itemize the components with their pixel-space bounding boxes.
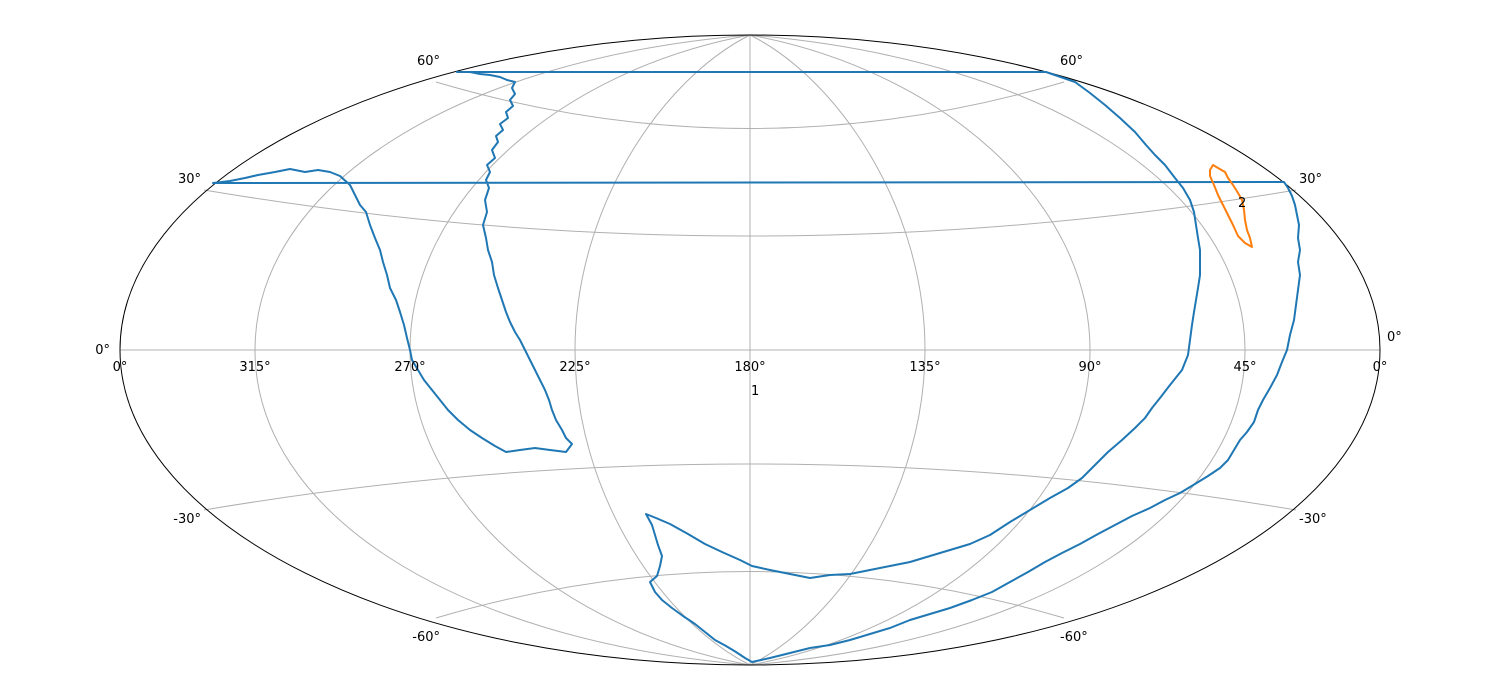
latitude-label-left-60: 60° <box>417 54 440 69</box>
latitude-label-left-minus30: -30° <box>173 512 201 527</box>
region-2-outline <box>1209 164 1253 248</box>
longitude-label-right-edge: 0° <box>1373 360 1388 375</box>
meridian-315 <box>254 34 751 666</box>
longitude-label-315: 315° <box>239 360 270 375</box>
latitude-label-right-0: 0° <box>1387 330 1402 345</box>
region-1-outline <box>212 71 1301 663</box>
longitude-label-225: 225° <box>559 360 590 375</box>
region-label-1: 1 <box>751 384 759 399</box>
latitude-labels-right: 60° 30° 0° -30° -60° <box>1060 54 1402 645</box>
longitude-label-left-edge: 0° <box>113 360 128 375</box>
map-frame <box>119 34 1381 666</box>
latitude-label-right-60: 60° <box>1060 54 1083 69</box>
region-label-2: 2 <box>1238 196 1246 211</box>
latitude-label-left-minus60: -60° <box>412 630 440 645</box>
latitude-labels-left: 60° 30° 0° -30° -60° <box>95 54 440 645</box>
longitude-label-180: 180° <box>734 360 765 375</box>
latitude-label-left-0: 0° <box>95 343 110 358</box>
longitude-label-270: 270° <box>394 360 425 375</box>
longitude-label-135: 135° <box>909 360 940 375</box>
latitude-label-left-30: 30° <box>178 172 201 187</box>
longitude-label-45: 45° <box>1233 360 1256 375</box>
meridian-45 <box>749 34 1246 666</box>
meridian-135 <box>749 34 926 666</box>
latitude-label-right-30: 30° <box>1299 172 1322 187</box>
meridian-90 <box>749 34 1091 666</box>
longitude-labels: 0° 315° 270° 225° 180° 135° 90° 45° 0° <box>113 360 1388 375</box>
latitude-label-right-minus60: -60° <box>1060 630 1088 645</box>
latitude-label-right-minus30: -30° <box>1299 512 1327 527</box>
longitude-label-90: 90° <box>1078 360 1101 375</box>
meridian-225 <box>574 34 751 666</box>
